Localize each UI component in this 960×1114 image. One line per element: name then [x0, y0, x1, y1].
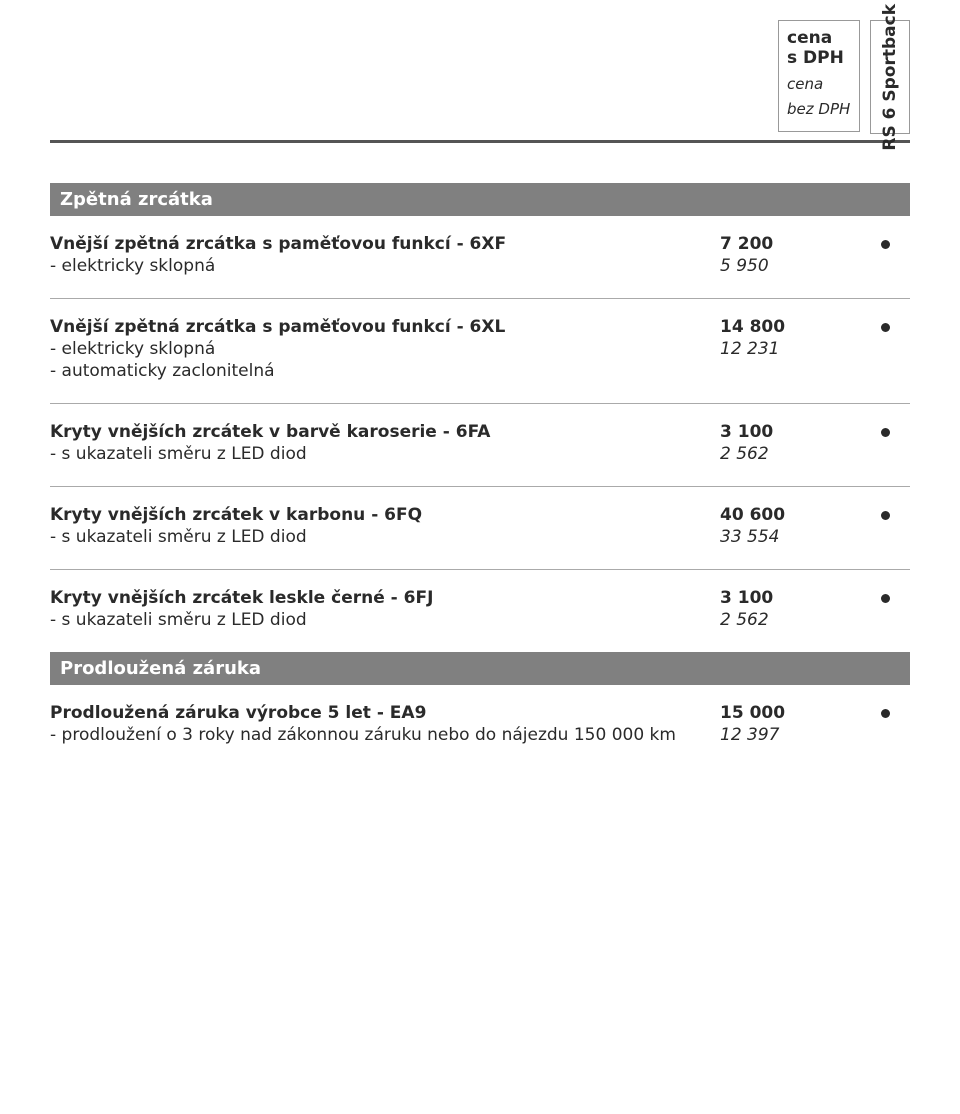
option-title-row: Kryty vnějších zrcátek v barvě karoserie… — [50, 422, 910, 442]
dot-icon — [881, 709, 890, 718]
option-title: Prodloužená záruka výrobce 5 let - EA9 — [50, 703, 720, 723]
option-dot — [860, 318, 910, 336]
option-sub-label: - s ukazateli směru z LED diod — [50, 444, 720, 464]
dot-icon — [881, 594, 890, 603]
option-dot — [860, 423, 910, 441]
option-title-row: Kryty vnějších zrcátek leskle černé - 6F… — [50, 588, 910, 608]
option-group: Prodloužená záruka výrobce 5 let - EA915… — [50, 703, 910, 745]
option-sub-row: - prodloužení o 3 roky nad zákonnou záru… — [50, 725, 910, 745]
option-title: Kryty vnějších zrcátek v karbonu - 6FQ — [50, 505, 720, 525]
dot-icon — [881, 511, 890, 520]
price-no-vat-l1: cena — [787, 76, 851, 93]
option-sub-row: - elektricky sklopná5 950 — [50, 256, 910, 276]
group-divider — [50, 486, 910, 487]
model-label: RS 6 Sportback — [880, 4, 900, 151]
option-title: Vnější zpětná zrcátka s paměťovou funkcí… — [50, 317, 720, 337]
option-dot — [860, 704, 910, 722]
option-price-vat: 15 000 — [720, 703, 860, 723]
option-price-novat: 2 562 — [720, 444, 860, 464]
option-price-vat: 14 800 — [720, 317, 860, 337]
option-sub-row: - s ukazateli směru z LED diod2 562 — [50, 444, 910, 464]
dot-icon — [881, 323, 890, 332]
dot-icon — [881, 240, 890, 249]
price-header-box: cena s DPH cena bez DPH — [778, 20, 860, 132]
option-sub-label: - s ukazateli směru z LED diod — [50, 610, 720, 630]
option-price-vat: 40 600 — [720, 505, 860, 525]
price-no-vat-l2: bez DPH — [787, 101, 851, 118]
group-divider — [50, 298, 910, 299]
option-group: Kryty vnějších zrcátek v karbonu - 6FQ40… — [50, 505, 910, 547]
option-group: Kryty vnějších zrcátek leskle černé - 6F… — [50, 588, 910, 630]
option-sub-label: - prodloužení o 3 roky nad zákonnou záru… — [50, 725, 720, 745]
model-box: RS 6 Sportback — [870, 20, 910, 134]
option-price-novat: 5 950 — [720, 256, 860, 276]
option-sub-label: - elektricky sklopná — [50, 256, 720, 276]
option-title-row: Vnější zpětná zrcátka s paměťovou funkcí… — [50, 317, 910, 337]
dot-icon — [881, 428, 890, 437]
option-sub-label: - elektricky sklopná — [50, 339, 720, 359]
option-sub-label: - s ukazateli směru z LED diod — [50, 527, 720, 547]
option-sub-label: - automaticky zaclonitelná — [50, 361, 720, 381]
option-title-row: Prodloužená záruka výrobce 5 let - EA915… — [50, 703, 910, 723]
option-dot — [860, 235, 910, 253]
option-group: Kryty vnějších zrcátek v barvě karoserie… — [50, 422, 910, 464]
option-sub-row: - elektricky sklopná12 231 — [50, 339, 910, 359]
option-price-novat: 12 231 — [720, 339, 860, 359]
section-header: Prodloužená záruka — [50, 652, 910, 685]
group-divider — [50, 403, 910, 404]
option-price-vat: 3 100 — [720, 422, 860, 442]
option-price-novat: 2 562 — [720, 610, 860, 630]
group-divider — [50, 569, 910, 570]
section-header: Zpětná zrcátka — [50, 183, 910, 216]
option-dot — [860, 506, 910, 524]
option-sub-row: - s ukazateli směru z LED diod33 554 — [50, 527, 910, 547]
option-price-novat: 12 397 — [720, 725, 860, 745]
option-group: Vnější zpětná zrcátka s paměťovou funkcí… — [50, 317, 910, 381]
page: cena s DPH cena bez DPH RS 6 Sportback Z… — [0, 0, 960, 807]
option-title: Kryty vnějších zrcátek leskle černé - 6F… — [50, 588, 720, 608]
price-with-vat-l2: s DPH — [787, 49, 851, 69]
option-sub-row: - s ukazateli směru z LED diod2 562 — [50, 610, 910, 630]
option-price-vat: 7 200 — [720, 234, 860, 254]
option-title-row: Vnější zpětná zrcátka s paměťovou funkcí… — [50, 234, 910, 254]
option-sub-row: - automaticky zaclonitelná — [50, 361, 910, 381]
option-price-novat: 33 554 — [720, 527, 860, 547]
option-title: Kryty vnějších zrcátek v barvě karoserie… — [50, 422, 720, 442]
option-title: Vnější zpětná zrcátka s paměťovou funkcí… — [50, 234, 720, 254]
header-row: cena s DPH cena bez DPH RS 6 Sportback — [50, 20, 910, 134]
option-group: Vnější zpětná zrcátka s paměťovou funkcí… — [50, 234, 910, 276]
price-with-vat-l1: cena — [787, 29, 851, 49]
option-title-row: Kryty vnějších zrcátek v karbonu - 6FQ40… — [50, 505, 910, 525]
option-price-vat: 3 100 — [720, 588, 860, 608]
header-rule — [50, 140, 910, 143]
option-dot — [860, 589, 910, 607]
